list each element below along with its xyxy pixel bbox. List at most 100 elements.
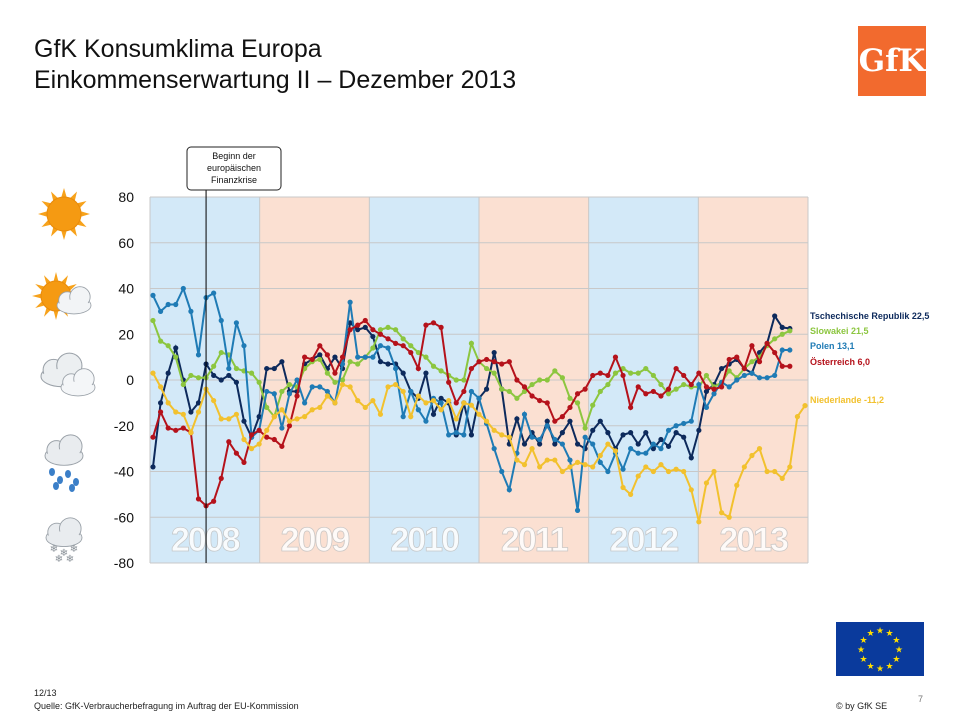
data-point [355, 322, 361, 328]
data-point [355, 327, 361, 333]
data-point [590, 372, 596, 379]
eu-star-icon: ★ [857, 646, 865, 656]
eu-star-icon: ★ [866, 629, 874, 639]
data-point [582, 434, 588, 440]
data-point [302, 400, 308, 406]
data-point [370, 397, 376, 404]
data-point [218, 377, 224, 383]
data-point [696, 519, 702, 525]
data-point [703, 388, 710, 395]
data-point [408, 349, 414, 356]
data-point [665, 468, 672, 475]
data-point [400, 414, 406, 420]
data-point [271, 436, 277, 443]
data-point [521, 388, 528, 395]
data-point [537, 464, 543, 470]
data-point [468, 365, 475, 372]
gfk-logo: GfK [858, 26, 926, 96]
data-point [468, 432, 475, 438]
data-point [438, 407, 444, 413]
data-point [521, 384, 528, 390]
data-point [643, 430, 649, 436]
data-point [559, 441, 565, 447]
data-point [241, 459, 247, 465]
data-point [241, 436, 247, 443]
data-point [673, 423, 679, 429]
data-point [734, 354, 740, 360]
data-point [385, 345, 391, 351]
data-point [476, 359, 482, 365]
data-point [491, 370, 497, 376]
data-point [211, 363, 217, 369]
data-point [180, 381, 186, 388]
data-point [165, 370, 171, 376]
data-point [370, 354, 376, 360]
data-point [324, 388, 330, 395]
data-point [393, 365, 399, 372]
data-point [218, 317, 224, 324]
data-point [423, 418, 429, 424]
data-point [339, 354, 346, 360]
data-point [658, 436, 664, 443]
data-point [719, 510, 725, 516]
data-point [620, 466, 626, 472]
data-point [430, 320, 437, 326]
series-end-label: Slowakei 21,5 [810, 326, 869, 336]
data-point [332, 354, 338, 360]
data-point [772, 468, 778, 475]
data-point [559, 375, 565, 381]
data-point [726, 368, 732, 374]
data-point [650, 446, 656, 452]
data-point [514, 416, 520, 422]
data-point [385, 384, 391, 390]
annotation-box [186, 146, 282, 191]
data-point [165, 425, 171, 431]
crisis-annotation: Beginn der europäischen Finanzkrise [186, 146, 282, 563]
data-point [430, 411, 437, 417]
data-point [347, 299, 353, 305]
title-line-2: Einkommenserwartung II – Dezember 2013 [34, 66, 517, 94]
data-point [506, 487, 512, 493]
data-point [461, 400, 467, 406]
data-point [665, 443, 672, 449]
data-point [544, 423, 550, 429]
data-point [612, 448, 619, 454]
data-point [681, 434, 687, 440]
eu-star-icon: ★ [860, 636, 868, 646]
data-point [377, 331, 384, 337]
data-point [673, 466, 679, 472]
data-point [271, 414, 277, 420]
data-point [150, 370, 156, 376]
data-point [264, 404, 270, 411]
svg-text:❄: ❄ [55, 554, 63, 565]
year-label-2009: 2009 [281, 521, 350, 559]
data-point [355, 361, 361, 367]
data-point [233, 320, 239, 326]
data-point [423, 354, 429, 360]
data-point [264, 388, 270, 395]
data-point [514, 457, 520, 463]
data-point [423, 370, 429, 376]
data-point [226, 439, 232, 445]
data-point [749, 452, 755, 459]
series-österreich [150, 317, 793, 509]
data-point [635, 384, 641, 390]
data-point [673, 386, 679, 392]
y-tick-label: -80 [114, 555, 134, 571]
data-point [559, 468, 565, 475]
data-point [726, 384, 732, 390]
data-point [483, 365, 490, 372]
data-point [741, 372, 747, 379]
data-point [779, 347, 785, 353]
data-point [597, 459, 603, 465]
data-point [756, 375, 763, 381]
data-point [317, 384, 323, 390]
data-point [415, 407, 421, 413]
data-point [772, 313, 778, 319]
series-end-label: Niederlande -11,2 [810, 395, 884, 405]
data-point [620, 432, 626, 438]
data-point [688, 487, 694, 493]
data-point [658, 393, 664, 399]
data-point [377, 411, 384, 417]
data-point [681, 372, 687, 379]
